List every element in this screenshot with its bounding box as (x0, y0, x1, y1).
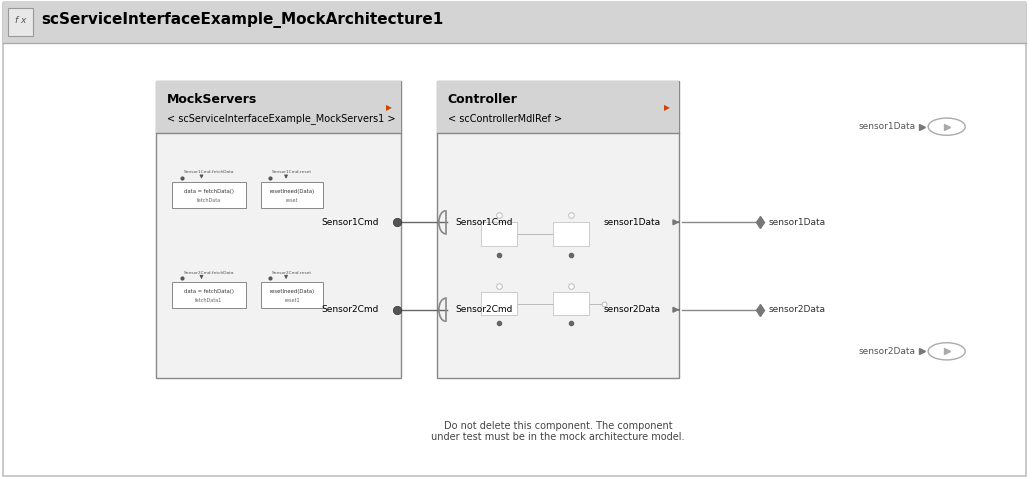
Text: < scControllerMdlRef >: < scControllerMdlRef > (448, 114, 562, 124)
Circle shape (928, 118, 965, 135)
Circle shape (928, 343, 965, 360)
Text: scServiceInterfaceExample_MockArchitecture1: scServiceInterfaceExample_MockArchitectu… (41, 12, 443, 28)
Text: Sensor2Cmd.reset: Sensor2Cmd.reset (273, 271, 312, 275)
Text: sensor1Data: sensor1Data (858, 122, 916, 131)
FancyBboxPatch shape (172, 182, 246, 208)
FancyBboxPatch shape (553, 222, 589, 246)
FancyBboxPatch shape (156, 81, 401, 133)
FancyBboxPatch shape (156, 81, 401, 378)
Text: resetIneed(Data): resetIneed(Data) (270, 189, 315, 194)
Text: f x: f x (14, 16, 27, 25)
Text: Sensor2Cmd: Sensor2Cmd (456, 305, 513, 314)
FancyBboxPatch shape (553, 292, 589, 315)
Text: Sensor2Cmd.fetchData: Sensor2Cmd.fetchData (183, 271, 235, 275)
Text: Sensor1Cmd: Sensor1Cmd (321, 218, 379, 227)
FancyBboxPatch shape (481, 292, 517, 315)
Text: < scServiceInterfaceExample_MockServers1 >: < scServiceInterfaceExample_MockServers1… (167, 113, 395, 124)
FancyBboxPatch shape (437, 81, 679, 378)
Text: ▶: ▶ (386, 103, 392, 112)
FancyBboxPatch shape (261, 182, 323, 208)
Text: sensor1Data: sensor1Data (603, 218, 661, 227)
Text: resetIneed(Data): resetIneed(Data) (270, 289, 315, 294)
Text: Sensor1Cmd.reset: Sensor1Cmd.reset (273, 171, 312, 174)
Text: Controller: Controller (448, 93, 518, 106)
Text: MockServers: MockServers (167, 93, 257, 106)
Text: reset: reset (286, 198, 298, 203)
Text: Do not delete this component. The component
under test must be in the mock archi: Do not delete this component. The compon… (431, 421, 685, 442)
Text: Sensor1Cmd.fetchData: Sensor1Cmd.fetchData (183, 171, 235, 174)
Text: Sensor1Cmd: Sensor1Cmd (456, 218, 513, 227)
FancyBboxPatch shape (8, 8, 33, 36)
Text: sensor2Data: sensor2Data (769, 305, 825, 314)
Text: fetchData1: fetchData1 (196, 298, 222, 304)
Text: data = fetchData(): data = fetchData() (184, 189, 234, 194)
FancyBboxPatch shape (3, 1, 1026, 43)
Text: reset1: reset1 (284, 298, 300, 304)
Text: Sensor2Cmd: Sensor2Cmd (321, 305, 379, 314)
Text: sensor1Data: sensor1Data (769, 218, 826, 227)
FancyBboxPatch shape (172, 282, 246, 308)
Text: sensor2Data: sensor2Data (859, 347, 916, 356)
Text: data = fetchData(): data = fetchData() (184, 289, 234, 294)
Text: sensor2Data: sensor2Data (604, 305, 661, 314)
FancyBboxPatch shape (993, 3, 1026, 476)
FancyBboxPatch shape (481, 222, 517, 246)
FancyBboxPatch shape (261, 282, 323, 308)
Text: fetchData: fetchData (197, 198, 221, 203)
Text: ▶: ▶ (664, 103, 670, 112)
FancyBboxPatch shape (3, 3, 1026, 476)
FancyBboxPatch shape (437, 81, 679, 133)
